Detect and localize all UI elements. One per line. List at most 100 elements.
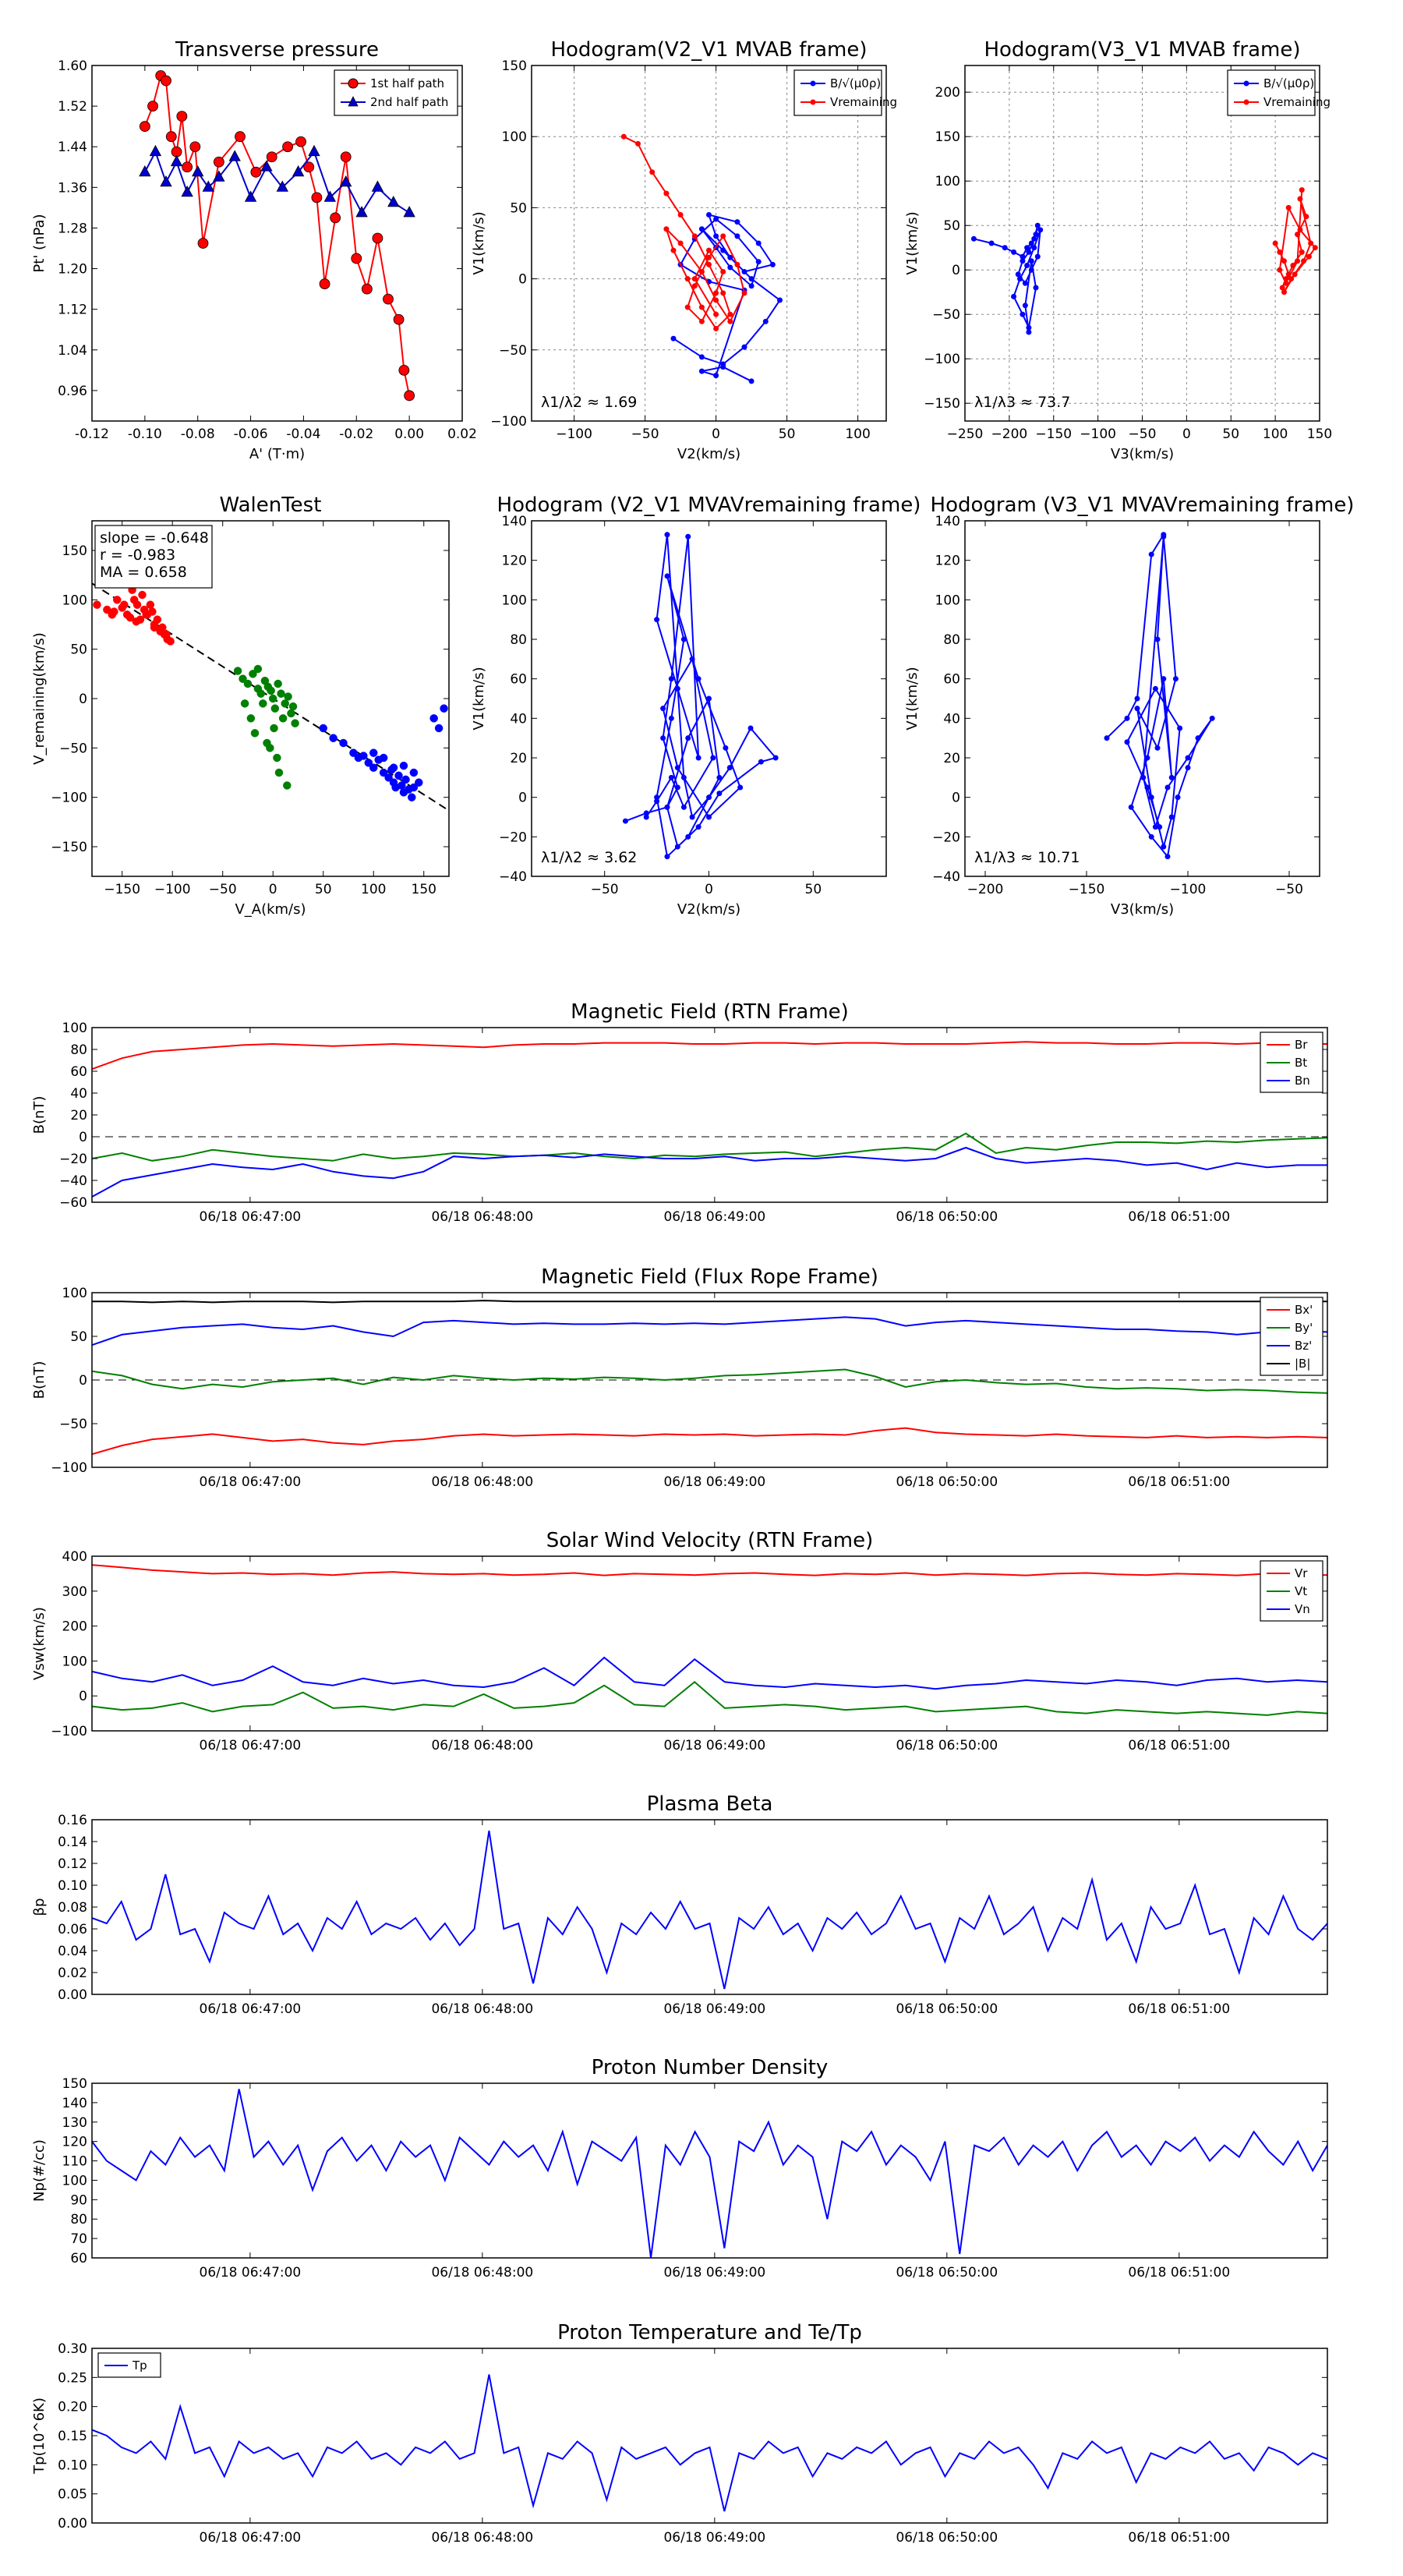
x-tick-label: −250 <box>947 426 984 442</box>
x-tick-label: 06/18 06:48:00 <box>431 1474 533 1490</box>
data-point <box>689 656 695 662</box>
data-point <box>723 745 729 751</box>
data-point <box>1144 755 1150 761</box>
data-point <box>695 755 702 761</box>
data-point <box>1002 245 1008 251</box>
data-point <box>153 615 162 624</box>
data-point <box>713 233 719 239</box>
data-point <box>235 131 246 143</box>
data-point <box>291 719 299 727</box>
y-tick-label: 1.28 <box>58 221 87 236</box>
data-point <box>160 175 172 187</box>
data-point <box>664 854 670 860</box>
panel-np: Proton Number Density 06/18 06:47:00 06/18… <box>31 2056 1328 2281</box>
series-0 <box>670 212 783 384</box>
series-line-|B| <box>92 1300 1327 1304</box>
data-point <box>259 699 267 708</box>
data-point <box>239 674 247 683</box>
data-point <box>253 664 263 674</box>
x-tick-label: −100 <box>1170 882 1207 897</box>
ratio-annotation: λ1/λ2 ≈ 3.62 <box>541 849 637 866</box>
data-point <box>340 151 352 163</box>
data-point <box>249 670 257 678</box>
data-point <box>1295 232 1301 238</box>
data-point <box>1161 676 1167 682</box>
y-tick-label: 120 <box>502 554 527 569</box>
data-point <box>434 724 444 733</box>
y-tick-label: 0.12 <box>58 1856 87 1872</box>
data-point <box>1168 774 1175 780</box>
series-1 <box>620 133 747 331</box>
data-point <box>146 600 155 609</box>
y-tick-label: 20 <box>70 1108 87 1123</box>
y-axis-label: βp <box>31 1898 48 1916</box>
data-point <box>409 783 419 792</box>
y-tick-label: 0 <box>952 791 960 806</box>
x-tick-label: 06/18 06:50:00 <box>896 1474 998 1490</box>
data-point <box>1148 794 1154 801</box>
y-tick-label: 0 <box>518 791 527 806</box>
data-point <box>273 753 281 763</box>
data-point <box>1028 267 1034 273</box>
y-tick-label: 120 <box>62 2135 87 2150</box>
data-point <box>359 752 368 760</box>
legend: Bx' By' Bz' |B| <box>1260 1297 1323 1376</box>
data-point <box>698 318 705 324</box>
x-axis-label: A' (T·m) <box>249 446 305 462</box>
data-point <box>246 714 256 723</box>
chart-title: Magnetic Field (RTN Frame) <box>571 1000 849 1024</box>
y-tick-label: −40 <box>499 869 527 885</box>
y-tick-label: 140 <box>62 2096 87 2111</box>
series-line-Br <box>92 1041 1327 1070</box>
data-point <box>240 699 249 708</box>
series-line <box>623 136 746 331</box>
y-tick-label: 0.14 <box>58 1835 87 1850</box>
data-point <box>1209 715 1215 721</box>
data-point <box>668 774 674 780</box>
y-tick-label: −100 <box>51 1724 87 1739</box>
series-1 <box>233 664 299 790</box>
x-tick-label: 06/18 06:51:00 <box>1128 1474 1230 1490</box>
legend-label: 1st half path <box>370 76 444 90</box>
data-point <box>125 613 135 622</box>
data-point <box>1312 245 1318 251</box>
plot-frame <box>91 2082 1328 2259</box>
y-tick-label: 0.06 <box>58 1922 87 1937</box>
data-point <box>364 759 373 767</box>
stats-line: MA = 0.658 <box>100 564 187 581</box>
plot-frame <box>91 1819 1328 1995</box>
data-point <box>706 212 712 218</box>
data-point <box>1152 824 1158 830</box>
data-point <box>278 714 288 723</box>
data-point <box>1161 844 1167 850</box>
data-point <box>1299 187 1305 193</box>
data-point <box>643 810 649 816</box>
x-tick-label: 06/18 06:50:00 <box>896 2265 998 2281</box>
data-point <box>620 133 627 140</box>
y-axis-label: V1(km/s) <box>471 211 487 274</box>
y-tick-label: 80 <box>943 632 960 648</box>
data-point <box>1277 249 1283 255</box>
legend: B/√(μ0ρ) Vremaining <box>793 69 897 116</box>
x-tick-label: 06/18 06:48:00 <box>431 1209 533 1225</box>
legend-frame <box>793 69 882 116</box>
panel-hodo3: Hodogram (V2_V1 MVAVremaining frame) −50 0… <box>471 494 921 918</box>
data-point <box>1031 245 1037 251</box>
x-tick-label: −150 <box>104 882 140 897</box>
data-layer <box>1104 532 1215 860</box>
data-point <box>720 268 726 274</box>
data-point <box>727 264 733 271</box>
stats-frame <box>94 525 213 589</box>
data-point <box>319 278 330 290</box>
x-tick-label: 50 <box>315 882 332 897</box>
x-tick-label: −50 <box>1275 882 1303 897</box>
data-point <box>654 794 660 801</box>
legend-marker <box>348 96 359 107</box>
stats-line: r = -0.983 <box>100 547 175 564</box>
data-point <box>372 232 383 244</box>
data-point <box>691 283 698 289</box>
chart-title: Hodogram(V2_V1 MVAB frame) <box>550 38 867 62</box>
data-point <box>147 101 158 112</box>
legend-marker <box>810 99 816 105</box>
